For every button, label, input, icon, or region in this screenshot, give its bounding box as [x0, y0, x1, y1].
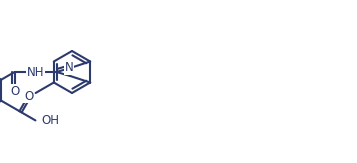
Text: NH: NH	[27, 67, 44, 80]
Text: O: O	[24, 90, 33, 103]
Text: OH: OH	[41, 114, 60, 127]
Text: N: N	[65, 61, 74, 74]
Text: O: O	[10, 85, 19, 98]
